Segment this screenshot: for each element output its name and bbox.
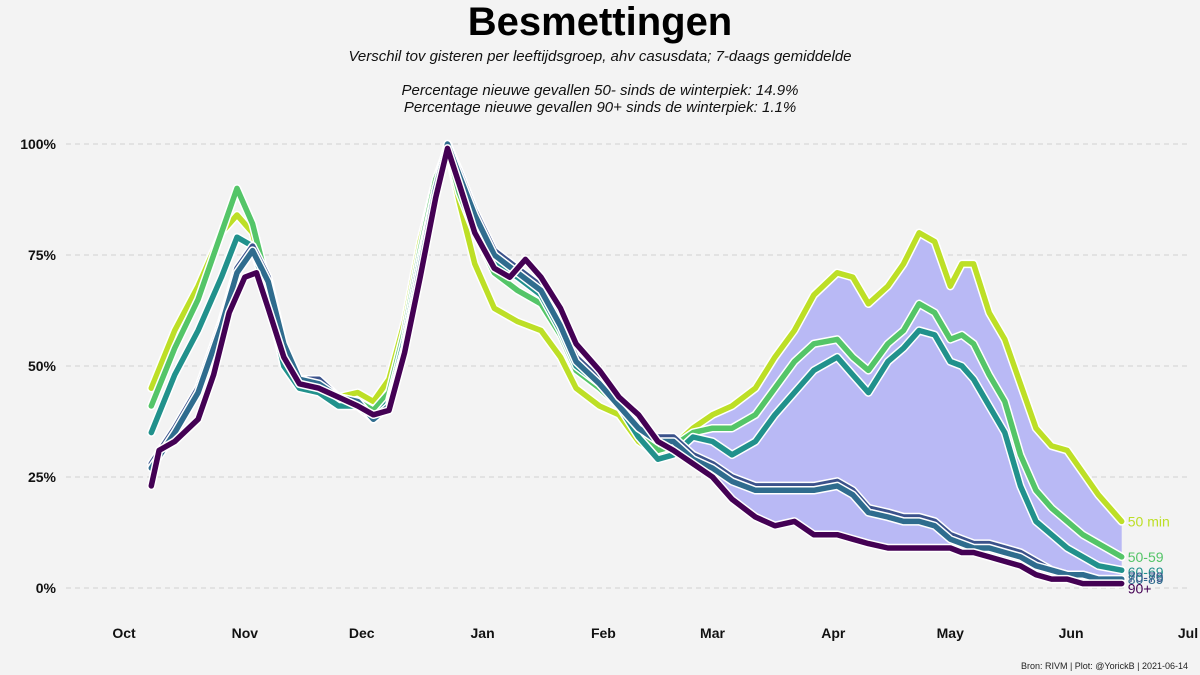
x-tick-label: Jan [471, 625, 495, 641]
series-layer [147, 139, 1126, 588]
note-under-50: Percentage nieuwe gevallen 50- sinds de … [401, 82, 799, 99]
series-line-60-69 [148, 150, 1125, 573]
x-tick-label: May [937, 625, 964, 641]
end-label-70-79: 70-79 [1128, 569, 1164, 585]
end-label-60-69: 60-69 [1128, 564, 1164, 580]
x-tick-label: Jun [1059, 625, 1084, 641]
series-line-90+ [148, 145, 1125, 587]
y-tick-label: 75% [28, 247, 57, 263]
end-label-50-59: 50-59 [1128, 549, 1164, 565]
y-tick-label: 100% [20, 136, 56, 152]
ribbon-layer [669, 232, 1122, 584]
chart-subtitle: Verschil tov gisteren per leeftijdsgroep… [348, 48, 852, 65]
chart-title: Besmettingen [467, 0, 733, 44]
x-tick-label: Nov [232, 625, 259, 641]
x-tick-label: Dec [349, 625, 375, 641]
x-tick-label: Jul [1178, 625, 1198, 641]
y-tick-label: 0% [36, 580, 57, 596]
note-over-90: Percentage nieuwe gevallen 90+ sinds de … [403, 99, 797, 116]
end-label-80-89: 80-89 [1128, 571, 1164, 587]
x-tick-label: Oct [112, 625, 136, 641]
x-tick-label: Mar [700, 625, 725, 641]
end-label-50 min: 50 min [1128, 513, 1170, 529]
x-tick-label: Apr [821, 625, 846, 641]
y-tick-label: 50% [28, 358, 57, 374]
ribbon-area [669, 232, 1122, 584]
y-tick-label: 25% [28, 469, 57, 485]
x-tick-label: Feb [591, 625, 616, 641]
end-label-90+: 90+ [1128, 581, 1152, 597]
source-caption: Bron: RIVM | Plot: @YorickB | 2021-06-14 [1020, 661, 1188, 671]
label-layer: 0% 25% 50% 75% 100% Oct Nov Dec Jan Feb Mar Apr May J… [20, 136, 1198, 641]
